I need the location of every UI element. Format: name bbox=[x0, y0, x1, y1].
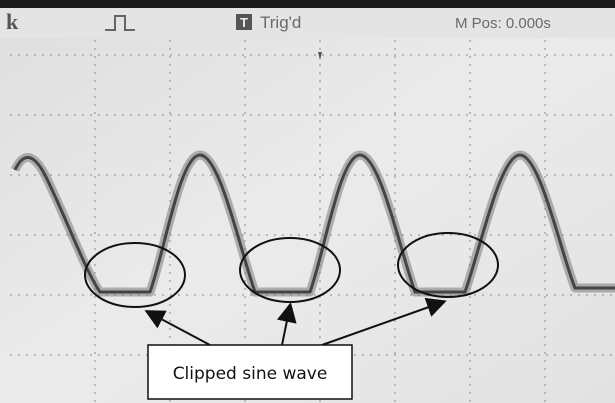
trigger-icon-box bbox=[236, 14, 252, 30]
trigger-status: Trig'd bbox=[260, 13, 301, 32]
highlight-ellipses bbox=[84, 232, 499, 308]
highlight-ellipse bbox=[397, 232, 499, 298]
edge-icon bbox=[105, 15, 135, 31]
graticule bbox=[10, 40, 615, 403]
trigger-marker bbox=[318, 52, 322, 60]
label-box bbox=[147, 344, 353, 400]
arrow bbox=[144, 310, 211, 346]
arrow bbox=[276, 302, 297, 346]
position: M Pos: 0.000s bbox=[455, 15, 551, 32]
header-bar bbox=[0, 8, 615, 38]
brand: k bbox=[6, 9, 19, 34]
annotation-label: Clipped sine wave bbox=[173, 364, 328, 384]
trigger-icon: T bbox=[240, 15, 248, 30]
arrow bbox=[321, 297, 447, 346]
arrows bbox=[144, 297, 447, 346]
highlight-ellipse bbox=[239, 237, 341, 303]
highlight-ellipse bbox=[84, 242, 186, 308]
bezel bbox=[0, 0, 615, 8]
